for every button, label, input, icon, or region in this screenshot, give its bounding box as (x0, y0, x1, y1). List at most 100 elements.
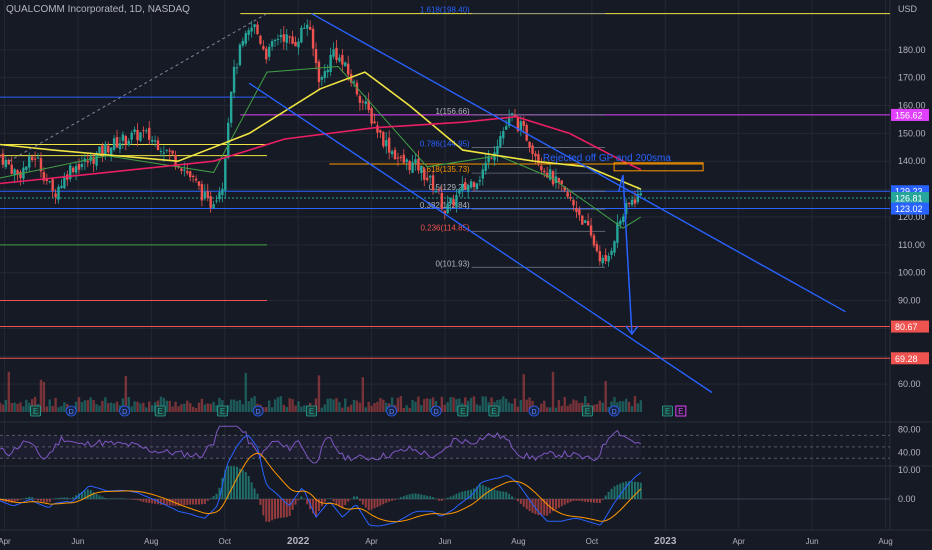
macd-histogram-bar (244, 472, 247, 499)
candle-body (130, 132, 133, 140)
macd-histogram-bar (247, 475, 250, 499)
volume-bar (39, 379, 43, 412)
candle-body (344, 62, 347, 67)
volume-bar (7, 371, 10, 412)
macd-histogram-bar (525, 499, 528, 510)
volume-bar (396, 397, 400, 412)
candle-body (408, 160, 411, 171)
volume-bar (349, 404, 353, 412)
fib-level-label: 1(156.66) (435, 107, 470, 116)
volume-bar (545, 407, 549, 412)
candle-body (98, 146, 101, 153)
volume-bar (197, 402, 201, 412)
candle-body (197, 181, 201, 186)
x-tick-label: Oct (586, 537, 599, 546)
macd-histogram-bar (154, 499, 157, 504)
candle-body (601, 257, 604, 264)
dividend-marker (430, 405, 442, 417)
earnings-marker (30, 405, 42, 417)
volume-bar (344, 398, 347, 412)
macd-tick-label: 10.00 (898, 465, 921, 475)
candle-body (238, 44, 242, 66)
macd-histogram-bar (388, 499, 391, 502)
candle-body (396, 157, 400, 159)
candle-body (107, 145, 110, 153)
candle-body (115, 137, 119, 148)
macd-histogram-bar (353, 496, 356, 499)
candle-body (487, 155, 490, 163)
volume-bar (98, 405, 101, 412)
macd-histogram-bar (625, 481, 628, 499)
volume-bar (51, 405, 54, 412)
macd-histogram-bar (66, 497, 69, 499)
candle-body (630, 199, 634, 205)
macd-histogram-bar (165, 499, 168, 506)
volume-bar (428, 399, 432, 412)
fib-level-label: 0.786(144.95) (420, 139, 470, 148)
candle-body (385, 140, 388, 147)
volume-bar (364, 407, 367, 412)
volume-bar (171, 406, 174, 412)
candle-body (586, 221, 590, 226)
macd-histogram-bar (458, 492, 461, 499)
fib-level-label: 0.618(135.73) (420, 165, 470, 174)
candle-body (534, 153, 537, 157)
volume-bar (481, 396, 484, 412)
macd-histogram-bar (446, 497, 449, 499)
candle-body (69, 165, 72, 179)
volume-bar (115, 401, 119, 412)
macd-histogram-bar (440, 499, 443, 501)
volume-bar (83, 400, 87, 412)
macd-histogram-bar (57, 497, 60, 499)
macd-histogram-bar (288, 499, 291, 517)
candle-body (200, 184, 204, 201)
volume-bar (89, 397, 92, 412)
candle-body (57, 186, 60, 200)
macd-histogram-bar (595, 499, 598, 503)
volume-bar (186, 400, 189, 412)
volume-bar (502, 396, 505, 412)
trend-line-dashed (8, 13, 268, 162)
candle-body (118, 143, 122, 150)
volume-bar (405, 405, 408, 412)
macd-histogram-bar (130, 499, 133, 500)
volume-bar (25, 399, 28, 412)
candle-body (376, 125, 379, 133)
volume-bar (601, 402, 604, 412)
volume-bar (636, 403, 640, 412)
candle-body (300, 27, 303, 43)
macd-histogram-bar (361, 499, 364, 505)
earnings-marker-label: E (665, 407, 670, 416)
dividend-marker-label: D (389, 409, 394, 416)
candle-body (423, 168, 426, 180)
candle-body (156, 140, 160, 151)
earnings-marker-label: E (220, 407, 225, 416)
macd-histogram-bar (221, 478, 224, 499)
macd-histogram-bar (159, 499, 162, 505)
volume-bar (575, 400, 578, 412)
price-tag-label: 129.23 (895, 187, 923, 197)
macd-histogram-bar (238, 468, 241, 499)
macd-histogram-bar (639, 482, 642, 499)
dividend-marker (119, 405, 130, 417)
candle-body (566, 192, 569, 197)
macd-histogram-bar (212, 496, 215, 499)
candle-body (505, 126, 508, 130)
volume-bar (177, 406, 180, 412)
candle-body (373, 121, 376, 124)
candle-body (379, 130, 382, 133)
annotation-text: Rejected off GP and 200sma (543, 153, 671, 164)
dividend-marker (528, 405, 540, 417)
macd-histogram-bar (171, 499, 174, 506)
candle-body (525, 124, 528, 141)
macd-histogram-bar (394, 499, 397, 500)
volume-bar (478, 405, 482, 412)
candle-body (349, 73, 353, 83)
candle-body (554, 176, 558, 183)
fib-level-label: 0.236(114.85) (420, 223, 470, 232)
dividend-marker (252, 405, 264, 417)
macd-histogram-bar (282, 499, 285, 518)
candle-body (428, 175, 432, 178)
y-tick-label: 140.00 (898, 156, 926, 166)
